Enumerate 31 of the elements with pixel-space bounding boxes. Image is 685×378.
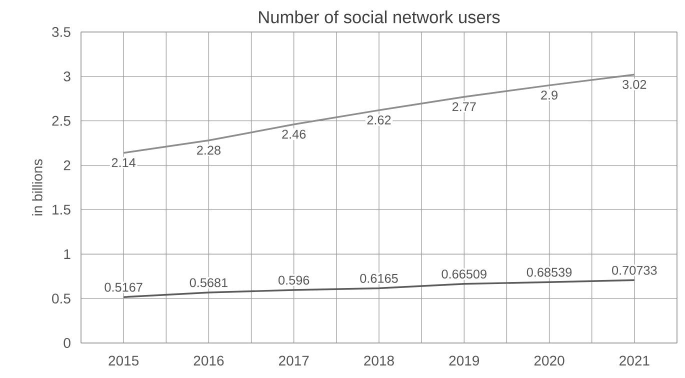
x-tick-label: 2021 [620,356,650,366]
data-label: 2.9 [541,90,558,100]
data-label: 2.77 [452,102,476,112]
data-label: 0.5167 [104,282,142,292]
x-tick-label: 2019 [449,356,480,366]
x-tick-label: 2017 [279,356,309,366]
x-tick-label: 2016 [194,356,224,366]
data-label: 0.596 [278,276,310,285]
y-tick-label: 0.5 [52,294,70,304]
y-tick-label: 0 [64,338,70,348]
data-label: 2.46 [282,130,306,139]
y-axis-title: in billions [32,159,42,216]
data-label: 3.02 [622,80,646,89]
x-tick-label: 2018 [364,356,394,366]
y-tick-label: 2 [64,160,70,170]
data-label: 0.68539 [526,268,572,277]
data-label: 0.5681 [190,278,228,288]
x-tick-label: 2020 [534,356,564,366]
y-tick-label: 2.5 [52,116,70,126]
data-label: 0.66509 [442,270,486,279]
y-tick-label: 3.5 [52,27,70,37]
x-tick-label: 2015 [108,356,139,366]
y-tick-label: 3 [64,71,70,82]
y-tick-label: 1 [64,249,70,259]
data-label: 0.70733 [612,266,657,275]
y-tick-label: 1.5 [52,204,70,215]
chart-title: Number of social network users [259,10,500,24]
data-label: 0.6165 [360,274,398,283]
data-label: 2.62 [367,116,391,124]
data-label: 2.28 [197,146,221,155]
data-label: 2.14 [112,158,136,168]
